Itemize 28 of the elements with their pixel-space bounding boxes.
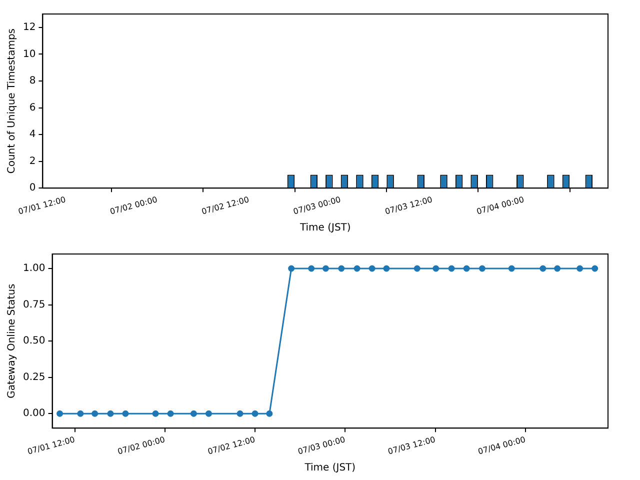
x-tick-label: 07/02 12:00 — [200, 195, 250, 216]
x-tick-label: 07/03 12:00 — [384, 195, 434, 216]
x-tick-label: 07/02 00:00 — [116, 435, 166, 456]
y-tick-label: 0.75 — [23, 299, 46, 310]
x-tick-label: 07/04 00:00 — [477, 435, 526, 456]
x-tick-label: 07/03 00:00 — [292, 195, 342, 216]
x-axis-title: Time (JST) — [298, 222, 351, 234]
y-tick-label: 12 — [22, 22, 36, 33]
y-tick-label: 2 — [29, 156, 36, 167]
y-tick-label: 6 — [29, 102, 36, 114]
y-tick-label: 8 — [29, 76, 36, 87]
y-tick-label: 0.50 — [23, 336, 46, 347]
y-tick-label: 0.25 — [23, 372, 46, 383]
y-axis-title: Count of Unique Timestamps — [6, 28, 18, 174]
x-axis-title: Time (JST) — [304, 462, 356, 474]
y-tick-label: 1.00 — [23, 263, 46, 274]
y-tick-label: 0 — [29, 182, 36, 194]
x-tick-label: 07/03 12:00 — [387, 435, 436, 456]
y-tick-label: 10 — [22, 48, 36, 60]
x-tick-label: 07/04 00:00 — [476, 195, 526, 216]
x-tick-label: 07/01 12:00 — [17, 195, 67, 216]
x-tick-label: 07/02 12:00 — [206, 435, 256, 456]
x-tick-label: 07/03 00:00 — [296, 435, 346, 456]
y-axis-title: Gateway Online Status — [6, 284, 18, 398]
x-tick-label: 07/01 12:00 — [26, 435, 76, 456]
y-tick-label: 4 — [29, 129, 36, 140]
x-tick-label: 07/02 00:00 — [109, 195, 158, 216]
y-tick-label: 0.00 — [23, 408, 46, 420]
